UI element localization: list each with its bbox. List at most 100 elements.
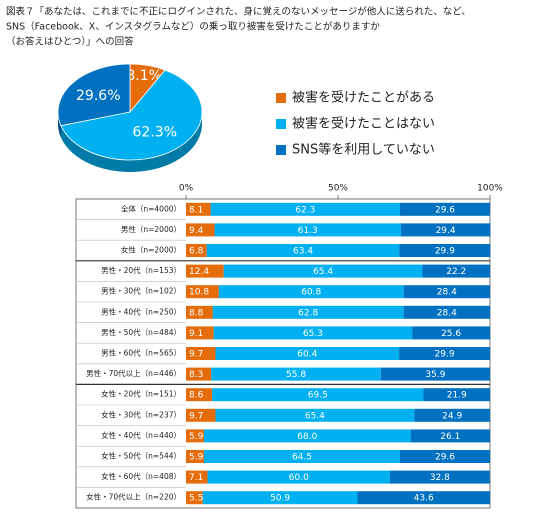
value-label: 6.8 <box>189 247 204 257</box>
bar-segment <box>186 470 208 484</box>
value-label: 8.8 <box>189 308 204 318</box>
bar-segment <box>186 491 203 505</box>
value-label: 64.5 <box>292 453 312 463</box>
bar-segment <box>186 326 214 340</box>
bar-segment <box>380 367 490 381</box>
pie-label: 29.6% <box>76 88 120 104</box>
category-label: 女性・40代（n=440） <box>101 430 181 440</box>
pie-slice <box>57 63 131 127</box>
value-label: 8.6 <box>189 391 204 401</box>
value-label: 43.6 <box>414 494 434 504</box>
value-label: 9.7 <box>189 350 203 360</box>
value-label: 25.6 <box>441 329 461 339</box>
bar-segment <box>412 326 490 340</box>
pie-slice-side <box>60 112 202 173</box>
bar-segment <box>206 244 400 257</box>
bar-segment <box>399 244 491 257</box>
title-line: 図表７「あなたは、これまでに不正にログインされた、身に覚えのないメッセージが他人… <box>6 6 471 18</box>
value-label: 65.4 <box>313 267 333 277</box>
value-label: 9.1 <box>189 329 203 339</box>
bar-segment <box>357 491 490 505</box>
value-label: 28.4 <box>437 308 457 318</box>
bar-segment <box>186 244 207 257</box>
bar-segment <box>186 450 204 463</box>
bar-segment <box>186 429 204 443</box>
value-label: 32.8 <box>430 473 450 483</box>
value-label: 60.0 <box>289 473 309 483</box>
category-label: 女性・70代以上（n=220） <box>86 492 181 502</box>
category-label: 男性（n=2000） <box>121 224 181 234</box>
bar-segment <box>410 429 490 443</box>
x-tick-label: 0% <box>179 184 194 194</box>
bar-segment <box>212 388 424 402</box>
bar-segment <box>400 202 490 216</box>
bar-segment <box>186 264 224 278</box>
legend-label: 被害を受けたことはない <box>292 116 435 132</box>
value-label: 55.8 <box>286 370 306 380</box>
value-label: 10.8 <box>189 288 209 298</box>
category-label: 女性・30代（n=237） <box>101 409 181 419</box>
value-label: 65.3 <box>303 329 323 339</box>
value-label: 21.9 <box>447 391 467 401</box>
bar-segment <box>186 202 211 216</box>
legend-swatch <box>276 119 286 129</box>
pie-slice <box>60 69 203 161</box>
bar-segment <box>186 408 216 422</box>
value-label: 8.1 <box>189 205 203 215</box>
category-label: 全体（n=4000） <box>121 203 181 213</box>
value-label: 5.9 <box>189 432 204 442</box>
value-label: 35.9 <box>425 370 445 380</box>
bar-segment <box>186 388 213 402</box>
bar-segment <box>400 450 490 463</box>
title-line: （お答えはひとつ）」への回答 <box>6 36 134 48</box>
value-label: 60.4 <box>297 350 317 360</box>
value-label: 69.5 <box>308 391 328 401</box>
bar-segment <box>218 285 404 299</box>
bar-segment <box>186 285 219 299</box>
value-label: 24.9 <box>442 411 462 421</box>
value-label: 62.3 <box>295 205 315 215</box>
value-label: 28.4 <box>437 288 457 298</box>
category-label: 男性・50代（n=484） <box>101 327 181 337</box>
bar-segment <box>202 491 358 505</box>
bar-segment <box>223 264 423 278</box>
value-label: 5.9 <box>189 453 204 463</box>
category-label: 男性・70代以上（n=446） <box>86 368 181 378</box>
pie-slice-side <box>58 112 61 138</box>
bar-segment <box>186 347 216 360</box>
category-label: 男性・60代（n=565） <box>101 348 181 358</box>
value-label: 29.6 <box>435 205 455 215</box>
bar-segment <box>212 305 404 319</box>
bar-segment <box>389 470 490 484</box>
bar-segment <box>414 408 490 422</box>
bar-segment <box>423 388 490 402</box>
bar-segment <box>203 429 411 443</box>
value-label: 63.4 <box>293 247 313 257</box>
x-tick-label: 100% <box>477 184 503 194</box>
bar-segment <box>214 223 401 237</box>
x-tick-label: 50% <box>328 184 348 194</box>
title-line: SNS（Facebook、X、インスタグラムなど）の乗っ取り被害を受けたことがあ… <box>6 21 380 33</box>
legend-label: 被害を受けたことがある <box>292 90 435 106</box>
value-label: 29.9 <box>435 247 455 257</box>
value-label: 9.7 <box>189 411 203 421</box>
bar-segment <box>186 305 213 319</box>
value-label: 29.9 <box>435 350 455 360</box>
category-label: 男性・30代（n=102） <box>101 286 181 296</box>
value-label: 26.1 <box>440 432 460 442</box>
bar-segment <box>403 305 490 319</box>
bar-segment <box>211 367 381 381</box>
value-label: 9.4 <box>189 226 204 236</box>
value-label: 8.3 <box>189 370 203 380</box>
value-label: 7.1 <box>189 473 203 483</box>
bar-segment <box>215 347 400 360</box>
value-label: 65.4 <box>305 411 325 421</box>
pie-label: 8.1% <box>126 68 162 84</box>
value-label: 22.2 <box>446 267 466 277</box>
value-label: 60.8 <box>301 288 321 298</box>
category-label: 女性・50代（n=544） <box>101 451 181 461</box>
category-label: 男性・40代（n=250） <box>101 306 181 316</box>
category-label: 女性・20代（n=151） <box>101 389 181 399</box>
bar-segment <box>399 347 490 360</box>
